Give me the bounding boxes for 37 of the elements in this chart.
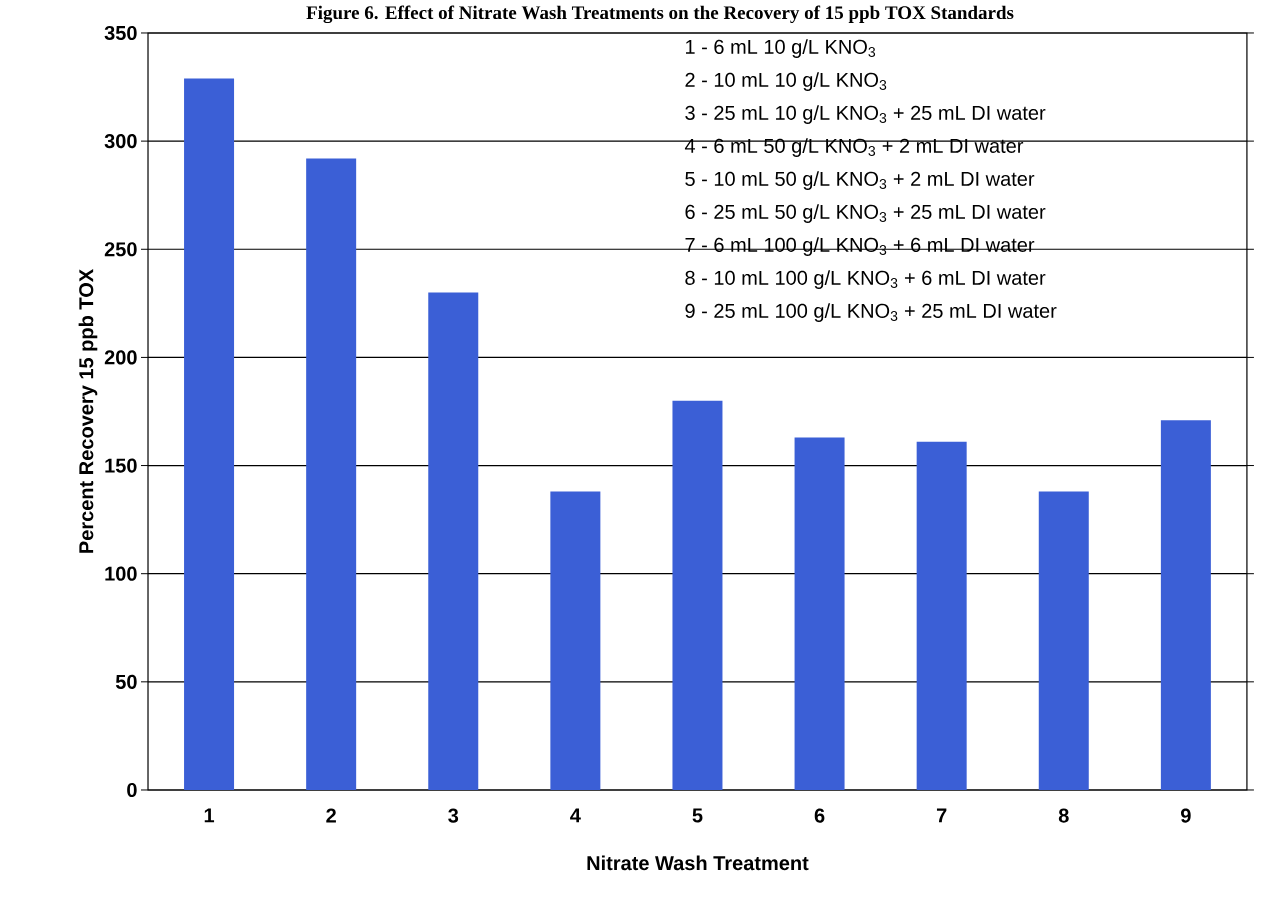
bar: [550, 491, 601, 790]
bar: [428, 292, 479, 790]
x-tick-label: 1: [204, 808, 215, 823]
annotation: 1 - 6 mL 10 g/L KNO$_{3}$: [686, 39, 876, 58]
x-tick-label: 8: [1058, 808, 1069, 823]
bar: [306, 158, 357, 790]
bar: [1038, 491, 1089, 790]
annotation: 9 - 25 mL 100 g/L KNO$_{3}$ + 25 mL DI water: [685, 303, 1057, 322]
x-tick-label: 9: [1181, 808, 1191, 823]
y-tick-label: 250: [104, 242, 137, 257]
x-tick-label: 6: [814, 808, 825, 823]
annotation: 8 - 10 mL 100 g/L KNO$_{3}$ + 6 mL DI water: [685, 270, 1046, 289]
bar: [916, 441, 967, 790]
annotation: 2 - 10 mL 10 g/L KNO$_{3}$: [685, 72, 887, 91]
x-tick-label: 3: [448, 808, 459, 823]
x-axis-title: Nitrate Wash Treatment: [587, 855, 809, 871]
bar: [794, 437, 845, 790]
annotation: 4 - 6 mL 50 g/L KNO$_{3}$ + 2 mL DI water: [684, 138, 1024, 157]
x-tick-label: 2: [326, 808, 336, 823]
y-tick-label: 50: [115, 674, 137, 689]
y-tick-label: 0: [127, 782, 137, 798]
annotation: 6 - 25 mL 50 g/L KNO$_{3}$ + 25 mL DI water: [685, 204, 1046, 223]
x-tick-label: 5: [692, 808, 703, 823]
bar: [1160, 420, 1211, 790]
y-tick-label: 100: [105, 566, 137, 581]
chart-title: Figure 6. Effect of Nitrate Wash Treatments on the Recovery of 15 ppb TOX Standards: [306, 5, 1014, 24]
y-tick-label: 150: [105, 458, 137, 473]
y-tick-label: 300: [104, 134, 137, 149]
y-axis-title: Percent Recovery 15 ppb TOX: [78, 269, 98, 553]
bar: [672, 400, 723, 790]
x-tick-label: 4: [570, 808, 581, 823]
annotation: 3 - 25 mL 10 g/L KNO$_{3}$ + 25 mL DI water: [685, 105, 1046, 124]
y-tick-label: 200: [104, 350, 137, 365]
y-tick-label: 350: [104, 25, 137, 41]
x-tick-label: 7: [936, 808, 947, 823]
annotation: 5 - 10 mL 50 g/L KNO$_{3}$ + 2 mL DI water: [685, 171, 1035, 190]
bar: [184, 78, 235, 790]
